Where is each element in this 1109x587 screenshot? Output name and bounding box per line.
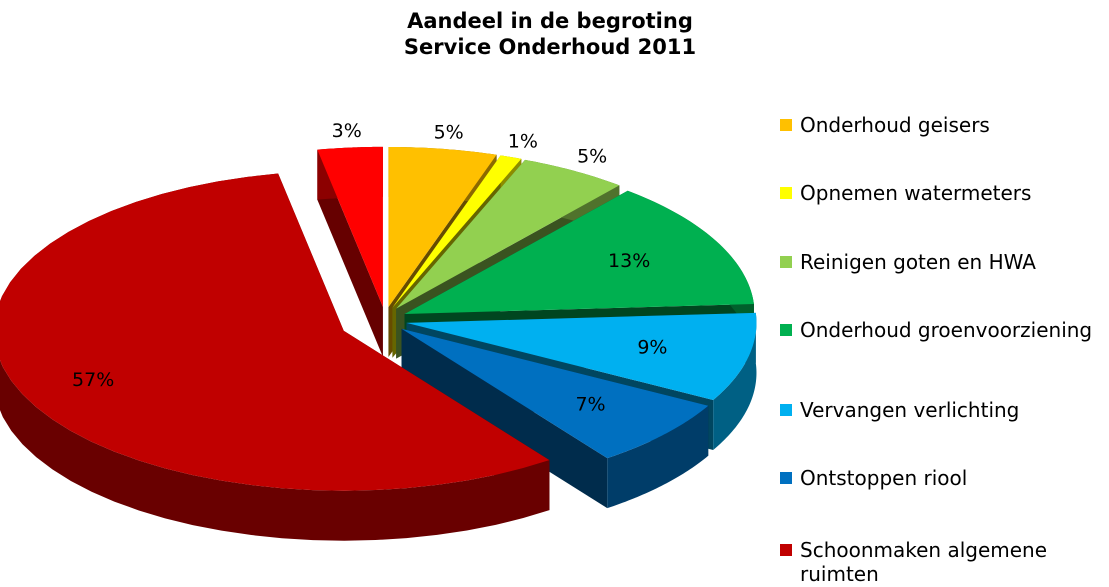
data-label: 13% <box>608 250 650 272</box>
legend-label: Schoonmaken algemene ruimten <box>800 538 1048 586</box>
slice <box>396 159 620 309</box>
slice <box>406 312 757 400</box>
slice <box>401 328 709 459</box>
data-label: 9% <box>637 337 667 359</box>
legend-swatch <box>780 404 792 416</box>
legend-swatch <box>780 187 792 199</box>
legend-label: Onderhoud groenvoorziening <box>800 318 1093 342</box>
pie-tops: 5% 1% 5% 13% 9% 7% 57% 3% <box>0 120 757 491</box>
legend-swatch <box>780 324 792 336</box>
slice <box>388 146 497 307</box>
legend-swatch <box>780 119 792 131</box>
legend-label: Reinigen goten en HWA <box>800 250 1036 274</box>
legend-item: Schoonmaken algemene ruimten <box>780 538 1109 586</box>
legend-swatch <box>780 472 792 484</box>
legend-item: Opnemen watermeters <box>780 181 1109 205</box>
legend-label: Ontstoppen riool <box>800 466 968 490</box>
data-label: 5% <box>434 122 464 144</box>
legend-swatch <box>780 544 792 556</box>
legend-item: Reinigen goten en HWA <box>780 250 1109 274</box>
data-label: 1% <box>508 130 538 152</box>
legend-swatch <box>780 256 792 268</box>
legend-item: Onderhoud geisers <box>780 113 1109 137</box>
legend-label: Vervangen verlichting <box>800 398 1020 422</box>
slice-side <box>713 312 757 450</box>
data-label: 5% <box>577 146 607 168</box>
legend-item: Vervangen verlichting <box>780 398 1109 422</box>
slice-side <box>0 173 550 541</box>
slice-wall <box>317 149 383 357</box>
legend-item: Onderhoud groenvoorziening <box>780 318 1109 342</box>
slice <box>317 146 383 307</box>
slice <box>404 190 754 315</box>
data-label: 57% <box>72 369 114 391</box>
legend-label: Opnemen watermeters <box>800 181 1032 205</box>
legend-label: Onderhoud geisers <box>800 113 990 137</box>
slice-wall <box>401 328 608 509</box>
slice-side <box>607 405 709 509</box>
data-label: 7% <box>575 393 605 415</box>
legend-item: Ontstoppen riool <box>780 466 1109 490</box>
data-label: 3% <box>332 120 362 142</box>
slice <box>0 173 550 491</box>
chart-title: Aandeel in de begroting Service Onderhou… <box>403 9 697 59</box>
slice <box>392 155 522 308</box>
